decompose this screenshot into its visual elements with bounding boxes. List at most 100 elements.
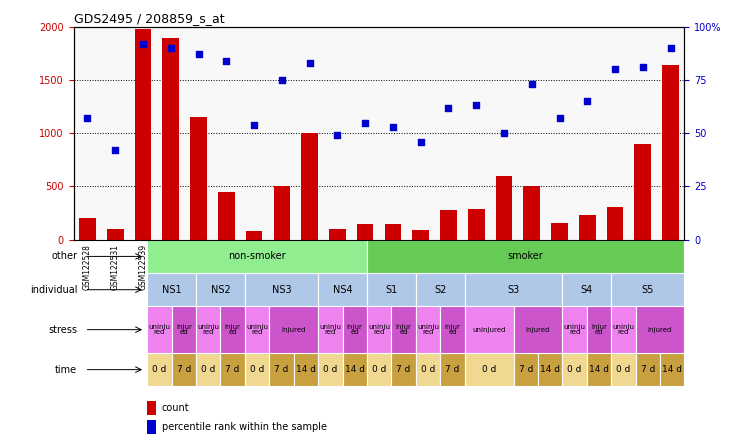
Text: S1: S1 — [385, 285, 397, 295]
Text: 7 d: 7 d — [275, 365, 289, 374]
Text: stress: stress — [49, 325, 77, 335]
Bar — [318, 273, 367, 306]
Bar — [342, 353, 367, 386]
Text: individual: individual — [29, 285, 77, 295]
Bar — [274, 186, 290, 240]
Bar — [495, 176, 512, 240]
Bar — [562, 306, 587, 353]
Text: injur
ed: injur ed — [224, 324, 241, 335]
Point — [665, 44, 676, 52]
Text: injur
ed: injur ed — [591, 324, 607, 335]
Text: injured: injured — [282, 327, 306, 333]
Text: 0 d: 0 d — [567, 365, 581, 374]
Bar — [245, 306, 269, 353]
Text: S5: S5 — [642, 285, 654, 295]
Text: 0 d: 0 d — [323, 365, 338, 374]
Bar — [611, 353, 636, 386]
Bar — [294, 353, 318, 386]
Bar — [147, 306, 171, 353]
Bar — [367, 273, 416, 306]
Point — [553, 115, 565, 122]
Bar — [611, 273, 684, 306]
Bar — [551, 223, 568, 240]
Text: 0 d: 0 d — [152, 365, 166, 374]
Text: non-smoker: non-smoker — [228, 251, 286, 262]
Bar — [196, 306, 221, 353]
Bar — [367, 353, 392, 386]
Bar — [171, 353, 196, 386]
Bar — [147, 353, 171, 386]
Point — [415, 138, 427, 145]
Bar — [107, 229, 124, 240]
Text: injured: injured — [648, 327, 672, 333]
Point — [165, 44, 177, 52]
Text: 14 d: 14 d — [296, 365, 316, 374]
Text: injur
ed: injur ed — [176, 324, 192, 335]
Text: NS4: NS4 — [333, 285, 353, 295]
Point — [442, 104, 454, 111]
Bar — [245, 273, 318, 306]
Point — [304, 59, 316, 67]
Bar — [221, 306, 245, 353]
Text: injur
ed: injur ed — [445, 324, 461, 335]
Text: injured: injured — [526, 327, 550, 333]
Text: 14 d: 14 d — [662, 365, 682, 374]
Text: uninju
red: uninju red — [197, 324, 219, 335]
Text: 0 d: 0 d — [372, 365, 386, 374]
Point — [359, 119, 371, 126]
Bar — [412, 230, 429, 240]
Bar — [587, 353, 611, 386]
Bar — [318, 353, 342, 386]
Point — [331, 132, 343, 139]
Point — [637, 63, 648, 71]
Point — [581, 98, 593, 105]
Bar — [416, 353, 440, 386]
Text: uninju
red: uninju red — [564, 324, 586, 335]
Text: S2: S2 — [434, 285, 447, 295]
Text: other: other — [52, 251, 77, 262]
Bar — [196, 273, 245, 306]
Bar — [367, 306, 392, 353]
Bar — [636, 306, 684, 353]
Bar — [464, 353, 514, 386]
Text: 0 d: 0 d — [250, 365, 264, 374]
Text: 7 d: 7 d — [177, 365, 191, 374]
Bar — [196, 353, 221, 386]
Bar — [440, 353, 464, 386]
Bar — [135, 29, 152, 240]
Text: uninju
red: uninju red — [368, 324, 390, 335]
Text: 14 d: 14 d — [540, 365, 560, 374]
Bar — [329, 229, 346, 240]
Point — [609, 66, 621, 73]
Text: 7 d: 7 d — [225, 365, 240, 374]
Bar — [523, 186, 540, 240]
Text: uninju
red: uninju red — [417, 324, 439, 335]
Text: 7 d: 7 d — [519, 365, 533, 374]
Point — [110, 147, 121, 154]
Bar — [514, 306, 562, 353]
Text: 7 d: 7 d — [397, 365, 411, 374]
Text: NS3: NS3 — [272, 285, 291, 295]
Bar — [79, 218, 96, 240]
Bar — [357, 224, 373, 240]
Text: 14 d: 14 d — [589, 365, 609, 374]
Bar — [611, 306, 636, 353]
Point — [193, 51, 205, 58]
Bar — [190, 117, 207, 240]
Text: uninjured: uninjured — [473, 327, 506, 333]
Text: 0 d: 0 d — [616, 365, 631, 374]
Bar — [660, 353, 684, 386]
Bar — [416, 306, 440, 353]
Bar — [636, 353, 660, 386]
Bar — [468, 209, 484, 240]
Point — [276, 76, 288, 83]
Text: 0 d: 0 d — [482, 365, 496, 374]
Text: injur
ed: injur ed — [347, 324, 363, 335]
Bar — [579, 215, 595, 240]
Bar — [416, 273, 464, 306]
Bar — [514, 353, 538, 386]
Bar — [147, 420, 156, 434]
Text: uninju
red: uninju red — [149, 324, 171, 335]
Bar — [464, 306, 514, 353]
Bar — [562, 353, 587, 386]
